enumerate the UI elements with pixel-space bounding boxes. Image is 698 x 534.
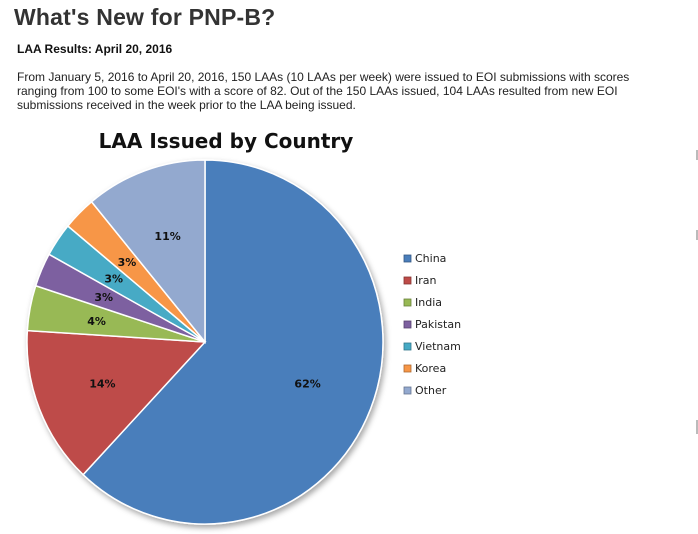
slice-label-china: 62% — [294, 378, 320, 391]
legend-swatch-korea — [403, 364, 412, 373]
legend: China Iran India Pakistan Vietnam Korea Other — [403, 252, 461, 397]
scrollbar-edge — [696, 150, 698, 160]
scrollbar-edge — [696, 420, 698, 434]
legend-swatch-pakistan — [403, 320, 412, 329]
legend-swatch-iran — [403, 276, 412, 285]
pie-slice-other — [90, 159, 206, 345]
legend-swatch-india — [403, 298, 412, 307]
pie-chart: LAA Issued by Country 62%14%4%3%3%3%11% … — [26, 129, 461, 525]
slice-label-other: 11% — [154, 230, 180, 243]
legend-label-vietnam: Vietnam — [415, 340, 461, 353]
slice-label-iran: 14% — [89, 378, 115, 391]
slice-label-india: 4% — [87, 315, 106, 328]
chart-title: LAA Issued by Country — [99, 129, 354, 153]
legend-label-other: Other — [415, 384, 447, 397]
legend-swatch-other — [403, 386, 412, 395]
page-title: What's New for PNP-B? — [14, 4, 276, 30]
intro-line: ranging from 100 to some EOI's with a sc… — [17, 84, 618, 98]
legend-swatch-china — [403, 254, 412, 263]
legend-label-pakistan: Pakistan — [415, 318, 461, 331]
intro-line: From January 5, 2016 to April 20, 2016, … — [17, 70, 630, 84]
legend-label-iran: Iran — [415, 274, 437, 287]
results-heading: LAA Results: April 20, 2016 — [17, 42, 173, 56]
legend-label-india: India — [415, 296, 442, 309]
scrollbar-edge — [696, 230, 698, 240]
pie-slice-china — [82, 159, 384, 525]
slice-labels: 62% 14% 4% 3% 3% 3% 11% — [87, 230, 321, 391]
legend-label-korea: Korea — [415, 362, 446, 375]
intro-line: submissions received in the week prior t… — [17, 98, 356, 112]
pie-slice-iran — [26, 329, 207, 476]
slice-label-pakistan: 3% — [94, 291, 113, 304]
legend-swatch-vietnam — [403, 342, 412, 351]
slice-label-korea: 3% — [118, 256, 137, 269]
pie-slices — [26, 159, 384, 525]
slice-label-vietnam: 3% — [104, 273, 123, 286]
intro-paragraph: From January 5, 2016 to April 20, 2016, … — [17, 70, 677, 112]
legend-label-china: China — [415, 252, 446, 265]
